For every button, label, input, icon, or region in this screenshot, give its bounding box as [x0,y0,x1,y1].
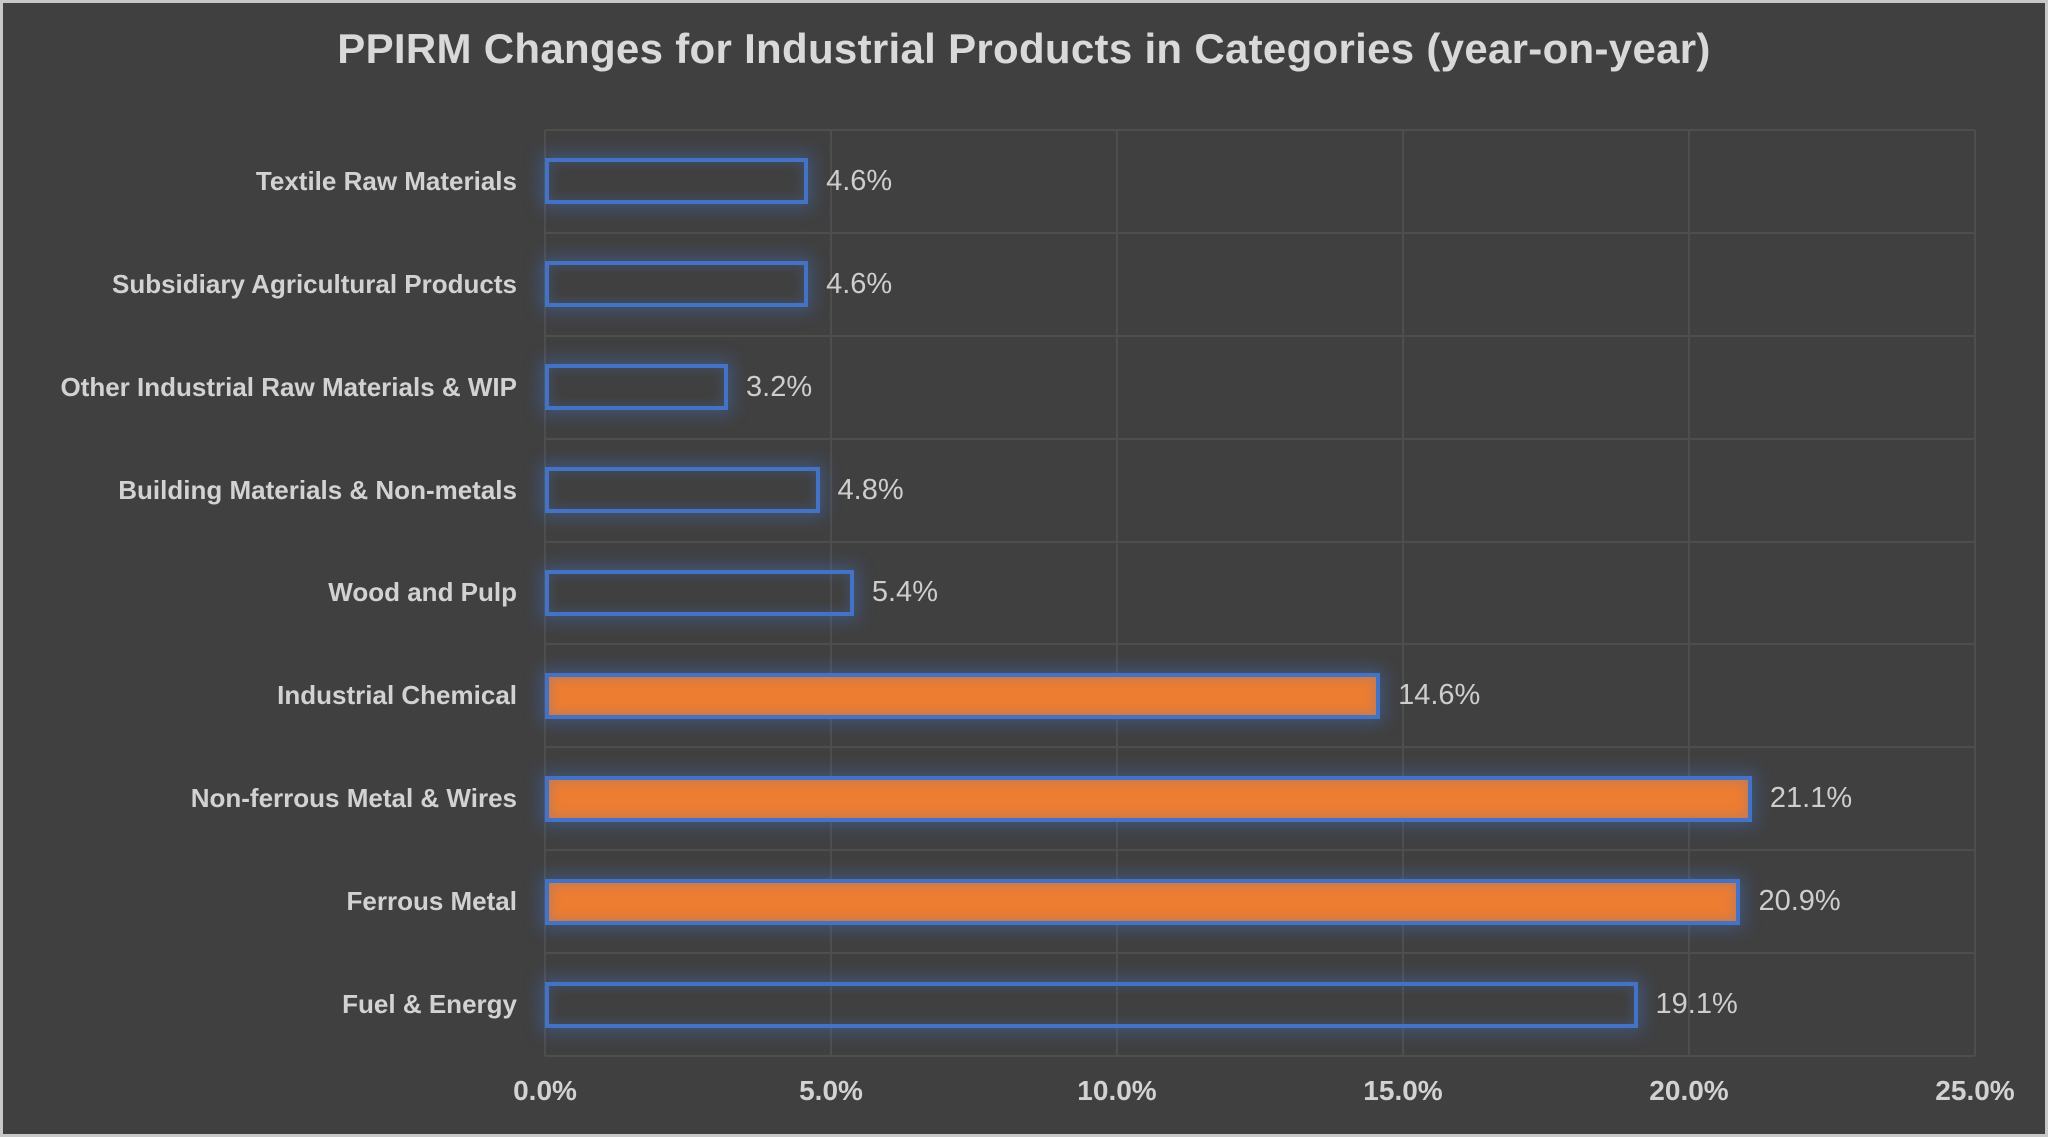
category-label: Fuel & Energy [342,989,517,1020]
bar-textile-raw-materials [545,158,809,205]
bar-row: Fuel & Energy 19.1% [342,953,1975,1056]
bar-ferrous-metal [545,878,1741,925]
x-tick-label: 5.0% [799,1075,863,1106]
bar-wood-and-pulp [545,569,854,616]
bar-fuel-energy [545,981,1638,1028]
category-label: Ferrous Metal [346,886,518,917]
gridline-horizontal [545,231,1975,234]
gridline-horizontal [545,1055,1975,1057]
category-label: Textile Raw Materials [255,165,517,196]
bar-industrial-chemical [545,672,1381,719]
bar-building-materials-non-metals [545,467,820,514]
category-label: Other Industrial Raw Materials & WIP [60,371,517,402]
gridline-horizontal [545,952,1975,955]
bar-subsidiary-agricultural-products [545,261,809,308]
gridline-horizontal [545,746,1975,749]
bar-row: Other Industrial Raw Materials & WIP 3.2% [60,336,1975,439]
x-axis: 0.0% 5.0% 10.0% 15.0% 20.0% 25.0% [513,1075,2015,1119]
data-label: 14.6% [1398,679,1481,712]
x-tick-label: 25.0% [1935,1075,2015,1106]
bar-row: Building Materials & Non-metals 4.8% [118,439,1975,542]
x-tick-label: 20.0% [1649,1075,1729,1106]
category-label: Non-ferrous Metal & Wires [190,783,517,814]
gridline-horizontal [545,849,1975,852]
data-label: 19.1% [1655,988,1738,1021]
data-label: 3.2% [746,370,813,403]
data-label: 4.6% [826,164,893,197]
plot-area: Textile Raw Materials 4.6% Subsidiary Agri… [60,129,1976,1057]
gridline-horizontal [545,334,1975,337]
category-label: Wood and Pulp [328,577,517,608]
x-tick-label: 10.0% [1077,1075,1157,1106]
gridline-horizontal [545,437,1975,440]
category-label: Subsidiary Agricultural Products [111,268,517,299]
data-label: 21.1% [1769,782,1853,815]
gridline-vertical [1116,130,1118,1056]
chart-title: PPIRM Changes for Industrial Products in… [337,25,1711,72]
gridline-horizontal [545,540,1975,543]
category-label: Industrial Chemical [277,680,517,711]
gridline-vertical [1974,130,1976,1056]
gridline-vertical [830,130,832,1056]
data-label: 20.9% [1758,885,1841,918]
bar-other-industrial-raw-materials-wip [545,364,729,411]
gridline-vertical [1688,130,1690,1056]
bar-row: Ferrous Metal 20.9% [347,850,1975,953]
x-tick-label: 15.0% [1363,1075,1443,1106]
bar-row: Wood and Pulp 5.4% [328,542,1975,645]
bar-row: Industrial Chemical 14.6% [277,644,1975,747]
bar-row: Textile Raw Materials 4.6% [256,130,1975,233]
gridline-horizontal [545,129,1975,131]
x-tick-label: 0.0% [513,1075,577,1106]
data-label: 5.4% [871,576,938,609]
gridline-vertical [1402,130,1404,1056]
bar-non-ferrous-metal-wires [545,775,1752,822]
data-label: 4.6% [826,267,893,300]
gridline-horizontal [545,643,1975,646]
data-label: 4.8% [837,473,904,506]
bar-row: Subsidiary Agricultural Products 4.6% [112,233,1975,336]
category-label: Building Materials & Non-metals [118,474,517,505]
bar-row: Non-ferrous Metal & Wires 21.1% [191,747,1975,850]
